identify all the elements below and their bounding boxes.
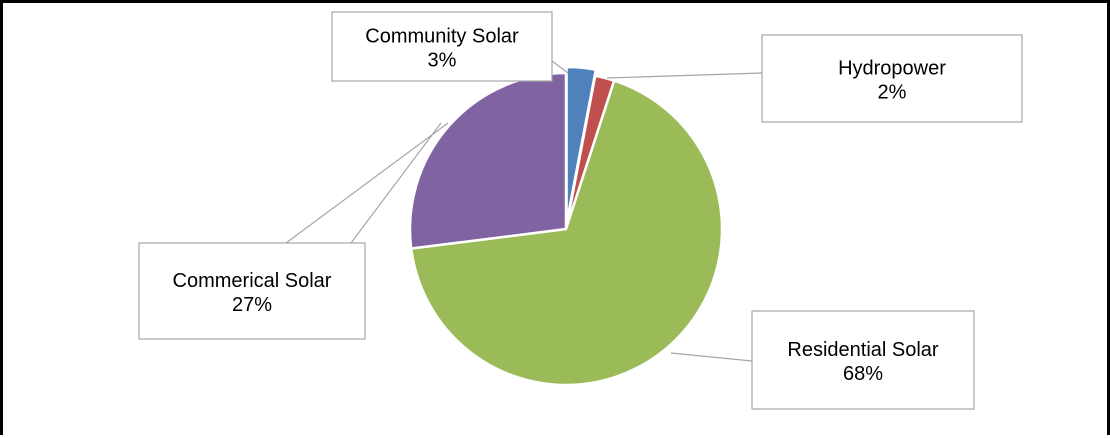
leader-line-residential-solar [670, 352, 753, 362]
slice-label-commerical-solar: Commerical Solar [173, 270, 332, 292]
slice-value-commerical-solar: 27% [232, 294, 272, 316]
slice-value-residential-solar: 68% [843, 363, 883, 385]
callout-box-residential-solar [751, 310, 975, 410]
slice-label-community-solar: Community Solar [365, 26, 519, 48]
slice-label-hydropower: Hydropower [838, 58, 946, 80]
slice-value-community-solar: 3% [428, 50, 457, 72]
slice-value-hydropower: 2% [878, 82, 907, 104]
callout-box-commerical-solar [138, 242, 366, 340]
leader-line-hydropower [606, 72, 763, 79]
slice-label-residential-solar: Residential Solar [787, 339, 939, 361]
leader-line-community-solar [551, 60, 569, 74]
pie-slice-residential-solar [409, 79, 724, 387]
leader-lines [285, 60, 763, 362]
callout-box-community-solar [331, 11, 553, 82]
leader-line-commerical-solar-2 [350, 122, 442, 244]
pie-slice-commerical-solar [408, 71, 568, 250]
leader-line-commerical-solar [285, 122, 449, 244]
callout-box-hydropower [761, 34, 1023, 123]
pie-slices [408, 65, 724, 387]
